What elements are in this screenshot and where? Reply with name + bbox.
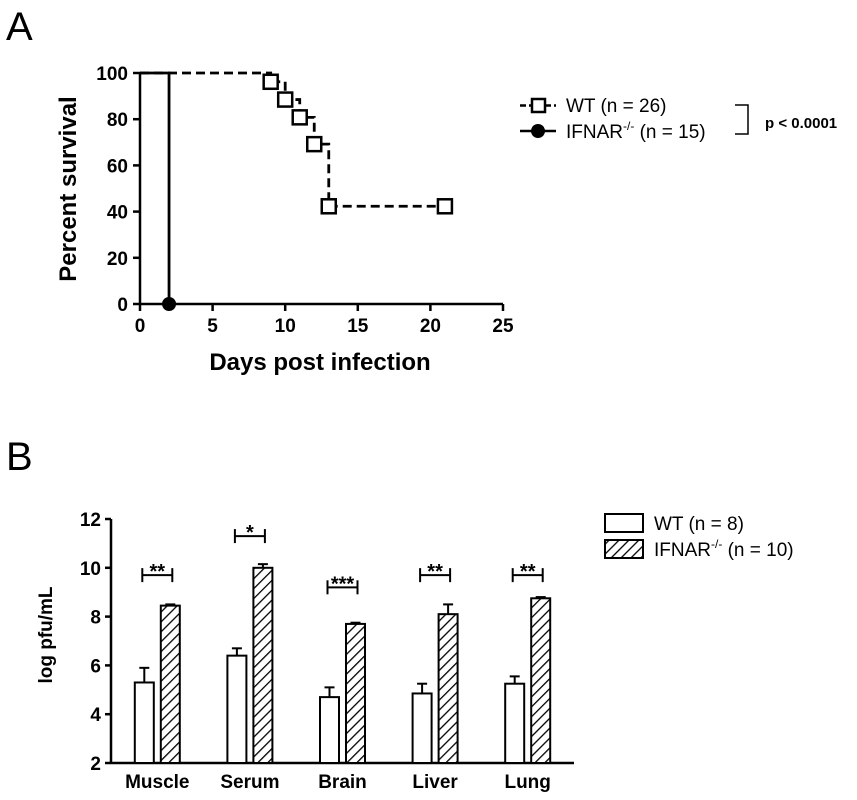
panel-b-label: B [6,435,33,479]
p-value-bracket [735,104,749,135]
panel-a-series-1-line [140,71,171,304]
legend-ifnar-marker [531,124,545,138]
panel-b-significance-label: ** [150,561,166,583]
panel-b-significance-label: * [246,522,254,544]
panel-b-bar-ifnar [437,613,459,764]
panel-b-y-tick-label: 6 [90,656,101,677]
panel-a-y-tick-label: 100 [96,64,128,85]
panel-b-axes: 2 4 6 8 10 12 Muscle Serum Brain Liver Lung [80,510,574,793]
panel-b-significance-label: ** [427,561,443,583]
panel-b-bar-ifnar [345,622,366,764]
legend-b-wt-label: WT (n = 8) [654,514,744,535]
panel-a-x-tick-label: 20 [420,316,441,337]
panel-b: B log pfu/mL 2 4 6 8 10 12 Muscle Serum Brain Liv… [6,435,794,793]
panel-b-bar-ifnar [159,604,181,764]
panel-a-y-tick-label: 0 [117,295,128,316]
panel-b-y-tick-label: 10 [80,559,101,580]
panel-a-axes: 0 5 10 15 20 25 0 20 40 60 80 100 [96,64,514,337]
panel-b-category-label: Liver [412,772,458,793]
panel-a-series-0-point [276,91,294,108]
legend-ifnar-name: IFNAR [566,122,623,143]
panel-a-series-0-point [320,198,338,215]
legend-wt-label: WT (n = 26) [566,96,666,117]
panel-a-x-tick-label: 10 [275,316,296,337]
legend-b-ifnar-name: IFNAR [654,540,711,561]
panel-a-series-0-line [140,71,445,208]
legend-b-ifnar-superscript: -/- [711,537,722,551]
panel-a-series-0-point [436,198,454,215]
panel-b-bars: ******** ** [133,522,552,765]
p-value-annotation: p < 0.0001 [765,115,837,132]
panel-a-x-tick-label: 5 [207,316,218,337]
panel-a-x-tick-label: 15 [347,316,369,337]
panel-b-significance-label: *** [331,573,355,595]
legend-b-ifnar-label: IFNAR-/- (n = 10) [654,537,794,561]
panel-b-category-label: Muscle [125,772,189,793]
panel-b-significance-label: ** [520,561,536,583]
panel-b-category-label: Serum [220,772,279,793]
panel-a: A Percent survival Days post infection 0… [6,5,837,376]
panel-a-y-tick-label: 20 [107,249,128,270]
panel-b-bar-ifnar [530,597,552,764]
panel-a-y-tick-label: 60 [107,156,128,177]
panel-a-series-0-point [305,135,323,153]
panel-a-series-0-point [262,73,279,91]
panel-b-bar-wt [133,681,155,764]
legend-ifnar-swatch [604,539,644,559]
legend-b-ifnar-suffix: (n = 10) [722,540,793,561]
panel-a-y-axis-title: Percent survival [55,96,82,281]
panel-b-bar-wt [504,682,526,765]
panel-a-series [140,71,454,311]
panel-b-y-tick-label: 12 [80,510,101,531]
panel-a-y-tick-label: 80 [107,110,128,131]
panel-b-bar-wt [319,696,340,764]
legend-wt-marker [530,97,547,114]
panel-b-y-tick-label: 4 [90,705,101,726]
panel-a-series-0-point [291,109,308,126]
panel-b-y-tick-label: 8 [90,608,101,629]
panel-b-y-axis-title: log pfu/mL [36,586,57,683]
panel-b-y-tick-label: 2 [90,754,101,775]
panel-a-label: A [6,5,33,49]
legend-ifnar-suffix: (n = 15) [634,122,705,143]
panel-a-x-tick-label: 25 [492,316,514,337]
panel-b-legend: WT (n = 8) IFNAR-/- (n = 10) [604,513,794,561]
panel-b-category-label: Lung [504,772,550,793]
panel-b-bar-wt [226,654,248,765]
panel-a-y-tick-label: 40 [107,203,128,224]
legend-ifnar-superscript: -/- [623,119,634,133]
panel-a-series-1-point [162,297,177,311]
legend-ifnar-label: IFNAR-/- (n = 15) [566,119,706,143]
legend-wt-swatch [604,513,644,533]
panel-b-category-label: Brain [318,772,367,793]
panel-a-x-tick-label: 0 [135,316,146,337]
panel-a-x-axis-title: Days post infection [209,349,430,376]
panel-b-bar-wt [411,692,433,765]
panel-a-legend: WT (n = 26) IFNAR-/- (n = 15) p < 0.0001 [520,96,837,143]
panel-b-bar-ifnar [252,566,274,764]
